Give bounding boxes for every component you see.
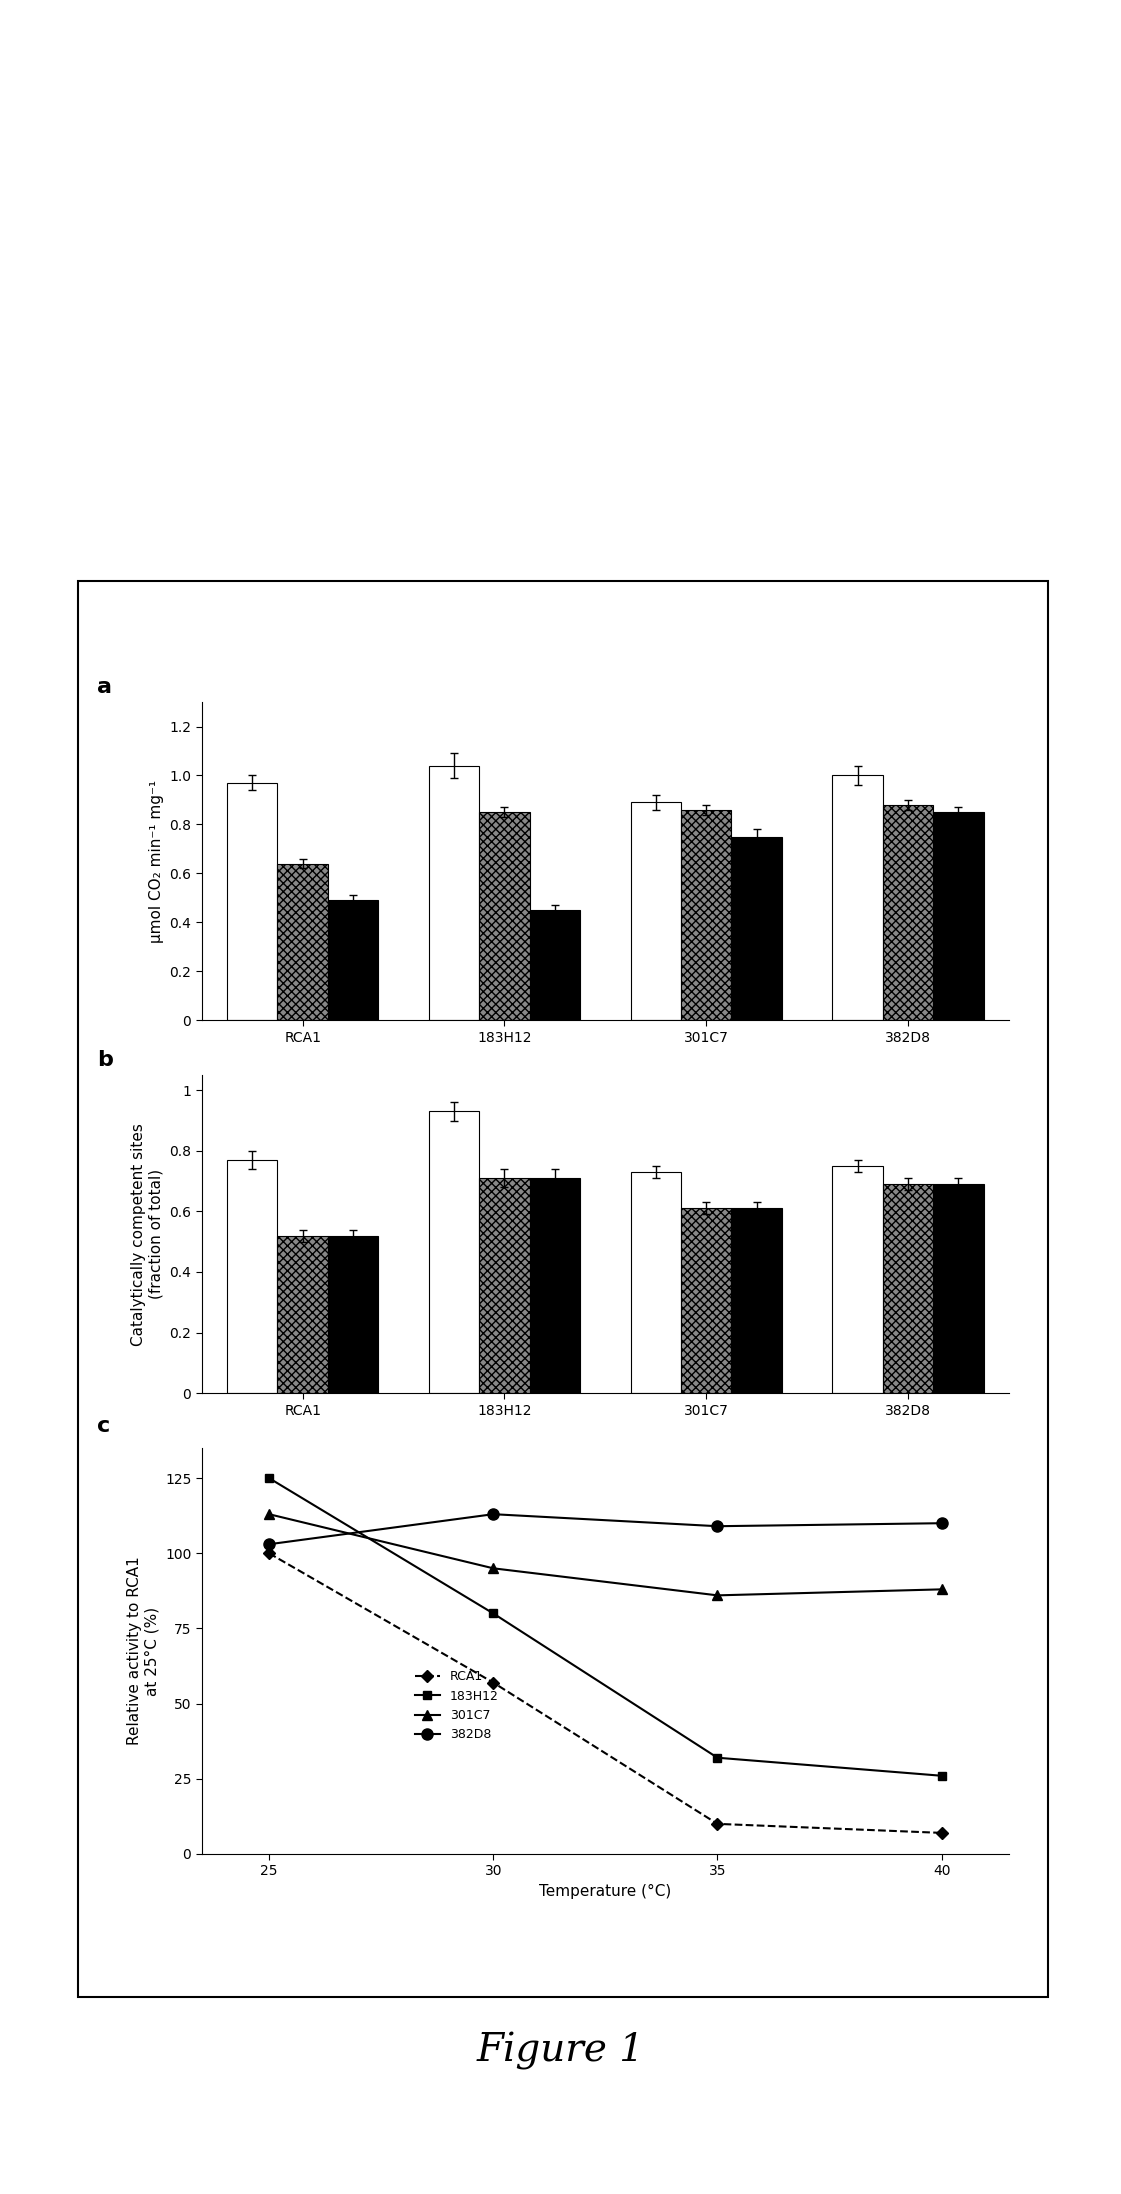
Bar	[883, 1185, 933, 1393]
301C7	[935, 1575, 948, 1602]
Bar	[480, 1178, 529, 1393]
183H12	[711, 1744, 724, 1771]
Text: c: c	[96, 1415, 110, 1435]
Bar	[529, 1178, 580, 1393]
Bar	[226, 1161, 278, 1393]
Bar	[278, 1235, 327, 1393]
Line: 382D8: 382D8	[263, 1509, 947, 1549]
Bar	[278, 864, 327, 1020]
301C7	[711, 1582, 724, 1608]
382D8	[262, 1531, 276, 1558]
Bar	[428, 1112, 479, 1393]
Bar	[933, 1185, 983, 1393]
Bar	[630, 803, 680, 1020]
183H12	[935, 1762, 948, 1788]
Legend: RCA1, 183H12, 301C7, 382D8: RCA1, 183H12, 301C7, 382D8	[410, 1665, 503, 1746]
Bar	[680, 810, 731, 1020]
RCA1	[935, 1819, 948, 1845]
Y-axis label: Relative activity to RCA1
at 25°C (%): Relative activity to RCA1 at 25°C (%)	[127, 1556, 159, 1746]
Bar	[630, 1172, 680, 1393]
Text: b: b	[96, 1049, 113, 1071]
Line: 301C7: 301C7	[265, 1509, 946, 1599]
Bar	[731, 1209, 781, 1393]
382D8	[935, 1509, 948, 1536]
RCA1	[487, 1670, 500, 1696]
301C7	[262, 1501, 276, 1527]
Bar	[529, 911, 580, 1020]
Bar	[832, 774, 883, 1020]
Bar	[731, 836, 781, 1020]
Text: a: a	[96, 676, 112, 698]
X-axis label: Temperature (°C): Temperature (°C)	[539, 1885, 671, 1900]
Bar	[327, 1235, 378, 1393]
Bar	[680, 1209, 731, 1393]
183H12	[487, 1599, 500, 1626]
301C7	[487, 1556, 500, 1582]
Line: 183H12: 183H12	[265, 1474, 946, 1779]
Bar	[832, 1165, 883, 1393]
Bar	[883, 805, 933, 1020]
Y-axis label: μmol CO₂ min⁻¹ mg⁻¹: μmol CO₂ min⁻¹ mg⁻¹	[149, 779, 164, 943]
Bar	[428, 766, 479, 1020]
183H12	[262, 1466, 276, 1492]
Bar	[226, 783, 278, 1020]
Bar	[327, 900, 378, 1020]
382D8	[487, 1501, 500, 1527]
Text: Figure 1: Figure 1	[476, 2032, 645, 2071]
Y-axis label: Catalytically competent sites
(fraction of total): Catalytically competent sites (fraction …	[131, 1123, 164, 1345]
Bar	[933, 812, 983, 1020]
Bar	[480, 812, 529, 1020]
Line: RCA1: RCA1	[265, 1549, 946, 1836]
382D8	[711, 1514, 724, 1540]
RCA1	[711, 1810, 724, 1836]
RCA1	[262, 1540, 276, 1567]
